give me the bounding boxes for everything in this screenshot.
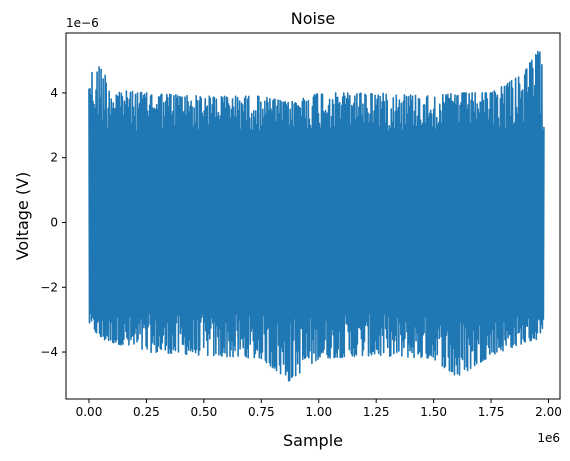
x-axis-offset-text: 1e6 — [537, 431, 560, 445]
x-tick-label: 0.50 — [191, 405, 218, 419]
x-axis-label: Sample — [283, 431, 343, 450]
x-tick-label: 0.00 — [76, 405, 103, 419]
x-axis-ticks: 0.00 0.25 0.50 0.75 1.00 1.25 1.50 1.75 2.00 — [76, 399, 562, 419]
y-tick-label: 0 — [50, 215, 58, 229]
y-tick-label: 4 — [50, 86, 58, 100]
plot-area — [65, 32, 561, 400]
axes-frame — [65, 32, 561, 400]
y-tick-label: −2 — [40, 280, 58, 294]
x-tick-label: 2.00 — [535, 405, 562, 419]
series-layer — [88, 50, 545, 382]
x-tick-label: 0.25 — [133, 405, 160, 419]
y-tick-label: 2 — [50, 151, 58, 165]
x-tick-label: 0.75 — [248, 405, 275, 419]
series-line — [88, 50, 545, 382]
y-axis-ticks: −4 −2 0 2 4 — [40, 86, 66, 359]
x-tick-label: 1.75 — [478, 405, 505, 419]
chart-title: Noise — [291, 9, 335, 28]
x-tick-label: 1.50 — [420, 405, 447, 419]
x-tick-label: 1.25 — [363, 405, 390, 419]
y-axis-offset-text: 1e−6 — [66, 16, 99, 30]
y-tick-label: −4 — [40, 345, 58, 359]
x-tick-label: 1.00 — [305, 405, 332, 419]
y-axis-label: Voltage (V) — [13, 172, 32, 261]
